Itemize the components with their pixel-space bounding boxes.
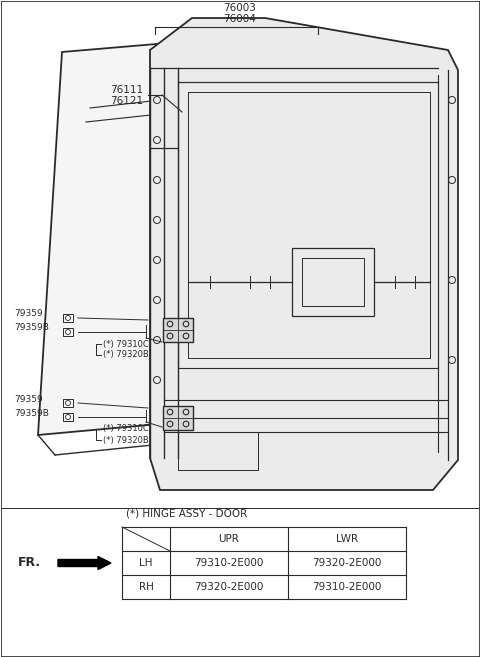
Text: 79359: 79359 (14, 309, 43, 319)
Text: 79310-2E000: 79310-2E000 (312, 582, 382, 592)
Text: (*) 79320B: (*) 79320B (103, 350, 149, 359)
Text: 79359: 79359 (14, 394, 43, 403)
Text: (*) 79310C: (*) 79310C (103, 340, 149, 348)
Polygon shape (38, 32, 298, 435)
Text: (*) HINGE ASSY - DOOR: (*) HINGE ASSY - DOOR (126, 509, 247, 519)
Polygon shape (163, 318, 193, 342)
Text: (*) 79310C: (*) 79310C (103, 424, 149, 434)
Text: FR.: FR. (18, 556, 41, 570)
Text: LWR: LWR (336, 534, 358, 544)
Text: 79359B: 79359B (14, 409, 49, 417)
Text: RH: RH (139, 582, 154, 592)
Text: 79320-2E000: 79320-2E000 (194, 582, 264, 592)
Text: 79320-2E000: 79320-2E000 (312, 558, 382, 568)
Text: 79310-2E000: 79310-2E000 (194, 558, 264, 568)
Text: LH: LH (139, 558, 153, 568)
Polygon shape (150, 18, 458, 490)
Text: 76004: 76004 (224, 14, 256, 24)
Text: 76111: 76111 (110, 85, 143, 95)
Text: 76003: 76003 (224, 3, 256, 13)
Text: (*) 79320B: (*) 79320B (103, 436, 149, 445)
Text: 76121: 76121 (110, 96, 143, 106)
Text: UPR: UPR (218, 534, 240, 544)
Text: 79359B: 79359B (14, 323, 49, 332)
Polygon shape (163, 406, 193, 430)
FancyArrow shape (58, 556, 111, 570)
